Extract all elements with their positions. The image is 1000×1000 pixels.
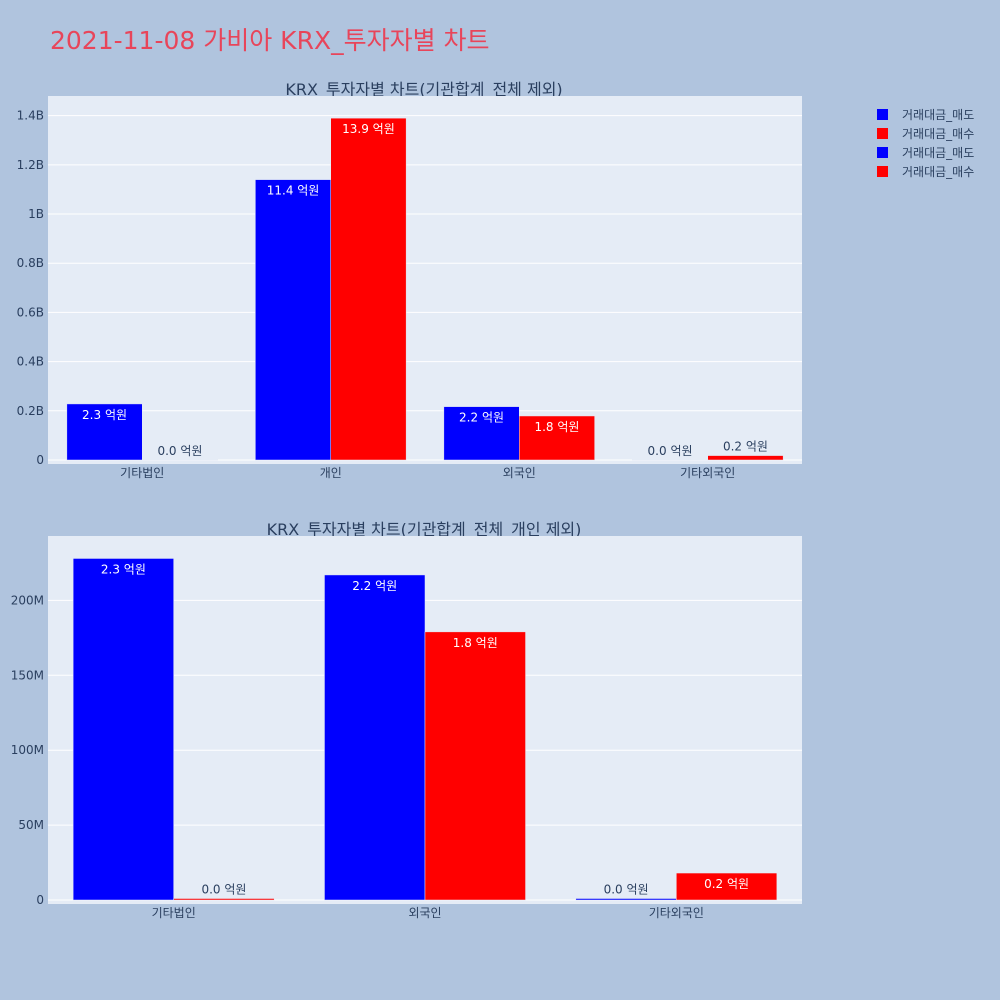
chart-1-xtick-label: 기타법인 [120, 466, 164, 480]
chart-1-bar [255, 179, 332, 461]
chart-1-xtick-label: 기타외국인 [680, 466, 735, 480]
chart-2-ytick-label: 200M [11, 593, 44, 607]
chart-1-bar [519, 415, 595, 461]
chart-2-data-label: 0.0 억원 [604, 883, 649, 897]
chart-1-data-label: 1.8 억원 [534, 420, 579, 434]
legend-label-4: 거래대금_매수 [902, 165, 974, 179]
chart-2: KRX_투자자별 차트(기관합계_전체_개인 제외) 2.3 억원 0.0 억원 2… [11, 520, 802, 920]
chart-2-ytick-label: 50M [18, 818, 44, 832]
chart-2-xtick-label: 기타법인 [152, 906, 196, 920]
chart-2-data-label: 0.0 억원 [201, 883, 246, 897]
chart-1-data-label: 13.9 억원 [342, 122, 395, 136]
legend-label-2: 거래대금_매수 [902, 127, 974, 141]
legend-swatch-4 [877, 166, 888, 177]
chart-1-ytick-label: 1.2B [17, 158, 44, 172]
legend-swatch-1 [877, 109, 888, 120]
chart-1-ytick-label: 1.4B [17, 109, 44, 123]
chart-2-data-label: 0.2 억원 [704, 877, 749, 891]
legend-swatch-2 [877, 128, 888, 139]
chart-1-ytick-label: 0 [36, 453, 44, 467]
chart-1-data-label: 2.2 억원 [459, 411, 504, 425]
chart-2-ytick-label: 100M [11, 743, 44, 757]
chart-1-ytick-label: 0.2B [17, 404, 44, 418]
chart-2-bar [173, 898, 275, 901]
chart-2-title: KRX_투자자별 차트(기관합계_전체_개인 제외) [267, 520, 582, 540]
chart-2-bar [676, 872, 778, 901]
chart-2-bar [324, 574, 426, 901]
chart-1-data-label: 0.0 억원 [648, 444, 693, 458]
chart-1: KRX_투자자별 차트(기관합계_전체 제외) 2.3 억원 0.0 억원 11.4… [17, 80, 802, 480]
chart-1-bar [330, 117, 407, 461]
chart-1-bar [707, 455, 784, 461]
chart-2-bar [72, 558, 174, 901]
chart-1-bar [66, 403, 143, 461]
chart-1-data-label: 11.4 억원 [267, 184, 320, 198]
chart-1-data-label: 0.2 억원 [723, 440, 768, 454]
legend-swatch-3 [877, 147, 888, 158]
chart-1-data-label: 0.0 억원 [157, 444, 202, 458]
chart-2-xtick-label: 외국인 [408, 906, 441, 920]
chart-1-ytick-label: 0.4B [17, 355, 44, 369]
chart-2-data-label: 2.3 억원 [101, 562, 146, 576]
chart-1-data-label: 2.3 억원 [82, 408, 127, 422]
legend-label-3: 거래대금_매도 [902, 146, 974, 160]
chart-1-xtick-label: 개인 [320, 466, 342, 480]
chart-2-xtick-label: 기타외국인 [649, 906, 704, 920]
chart-2-data-label: 2.2 억원 [352, 579, 397, 593]
chart-1-plot-area [48, 96, 802, 464]
chart-2-bar [424, 631, 526, 901]
chart-1-ytick-label: 0.8B [17, 256, 44, 270]
chart-1-xtick-label: 외국인 [503, 466, 536, 480]
chart-2-ytick-label: 0 [36, 893, 44, 907]
legend-label-1: 거래대금_매도 [902, 108, 974, 122]
chart-1-ytick-label: 1B [28, 207, 44, 221]
chart-2-bar [575, 898, 677, 901]
chart-1-ytick-label: 0.6B [17, 305, 44, 319]
main-title: 2021-11-08 가비아 KRX_투자자별 차트 [50, 26, 490, 55]
chart-1-title: KRX_투자자별 차트(기관합계_전체 제외) [285, 80, 562, 100]
chart-2-ytick-label: 150M [11, 668, 44, 682]
chart-2-data-label: 1.8 억원 [453, 636, 498, 650]
legend: 거래대금_매도 거래대금_매수 거래대금_매도 거래대금_매수 [877, 108, 974, 179]
